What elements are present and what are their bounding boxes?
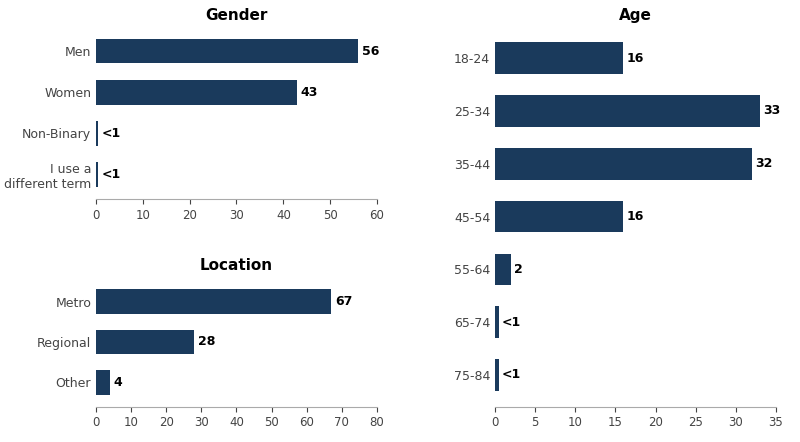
Text: 56: 56 xyxy=(362,45,379,57)
Bar xyxy=(495,201,623,232)
Bar xyxy=(495,95,760,127)
Bar xyxy=(96,121,98,145)
Bar xyxy=(495,254,511,285)
Text: 33: 33 xyxy=(762,104,780,118)
Bar xyxy=(96,80,298,104)
Bar xyxy=(495,42,623,74)
Bar xyxy=(495,306,499,338)
Bar xyxy=(96,330,194,354)
Bar xyxy=(96,370,110,395)
Text: 32: 32 xyxy=(754,157,772,170)
Bar xyxy=(495,148,752,179)
Text: 16: 16 xyxy=(626,52,644,65)
Text: 4: 4 xyxy=(114,376,122,389)
Bar xyxy=(96,39,358,64)
Text: <1: <1 xyxy=(502,369,521,381)
Bar xyxy=(96,290,331,314)
Text: 2: 2 xyxy=(514,263,522,276)
Text: 28: 28 xyxy=(198,335,215,348)
Text: 43: 43 xyxy=(301,86,318,99)
Text: 16: 16 xyxy=(626,210,644,223)
Bar xyxy=(96,162,98,187)
Text: 67: 67 xyxy=(335,295,352,308)
Text: <1: <1 xyxy=(502,316,521,329)
Bar xyxy=(495,359,499,391)
Title: Age: Age xyxy=(619,8,652,23)
Text: <1: <1 xyxy=(102,127,121,140)
Title: Gender: Gender xyxy=(206,8,268,23)
Text: <1: <1 xyxy=(102,168,121,181)
Title: Location: Location xyxy=(200,259,273,274)
